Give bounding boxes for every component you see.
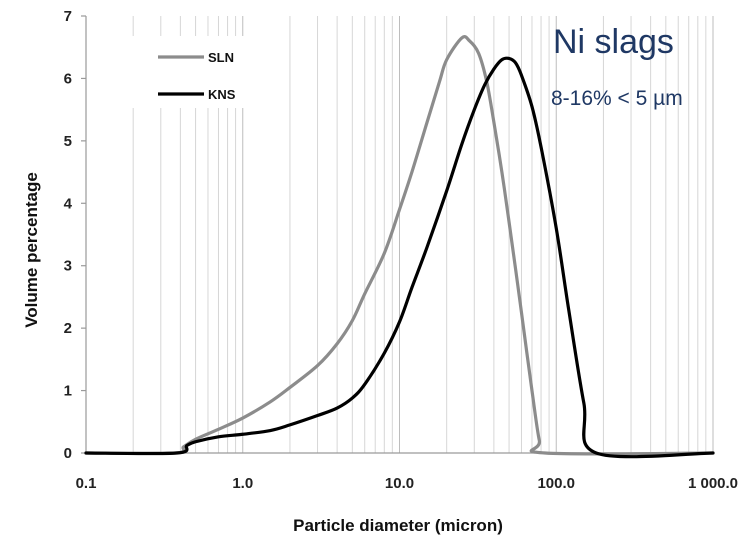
x-tick-label: 0.1 — [76, 475, 97, 492]
legend-label-kns: KNS — [208, 87, 236, 102]
legend: SLN KNS — [120, 36, 248, 108]
series-line-sln — [84, 35, 715, 456]
annotation-ni-slags: Ni slags — [553, 23, 674, 61]
series-lines — [84, 35, 715, 459]
y-tick-label: 3 — [64, 258, 72, 275]
y-tick-label: 2 — [64, 320, 72, 337]
x-tick-label: 100.0 — [537, 475, 575, 492]
legend-label-sln: SLN — [208, 50, 234, 65]
x-tick-label: 1.0 — [232, 475, 253, 492]
x-tick-label: 10.0 — [385, 475, 414, 492]
y-tick-label: 5 — [64, 133, 72, 150]
y-tick-label: 1 — [64, 383, 72, 400]
x-tick-label: 1 000.0 — [688, 475, 738, 492]
legend-background — [120, 36, 248, 108]
y-axis-title: Volume percentage — [22, 172, 41, 328]
y-tick-label: 4 — [64, 195, 73, 212]
x-axis-title: Particle diameter (micron) — [293, 516, 503, 535]
y-tick-label: 7 — [64, 8, 72, 25]
series-line-kns — [84, 56, 715, 459]
annotation-fraction: 8-16% < 5 µm — [551, 87, 683, 110]
x-tick-labels: 0.1 1.0 10.0 100.0 1 000.0 — [76, 475, 738, 492]
y-tick-label: 0 — [64, 445, 72, 462]
y-tick-label: 6 — [64, 70, 72, 87]
y-tick-labels: 0 1 2 3 4 5 6 7 — [64, 8, 73, 462]
